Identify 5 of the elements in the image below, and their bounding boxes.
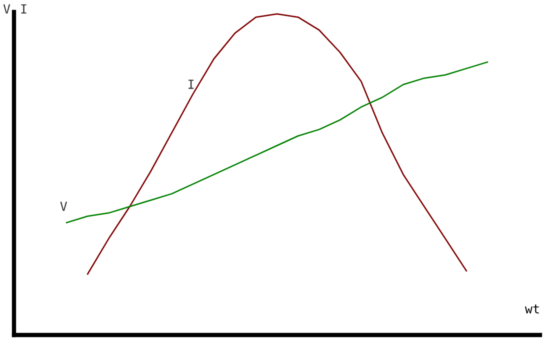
series-label: I <box>188 80 194 89</box>
text: V <box>3 4 10 14</box>
series-label: V <box>60 202 68 211</box>
text: I <box>21 4 26 14</box>
x-axis-title: wt <box>524 304 539 314</box>
